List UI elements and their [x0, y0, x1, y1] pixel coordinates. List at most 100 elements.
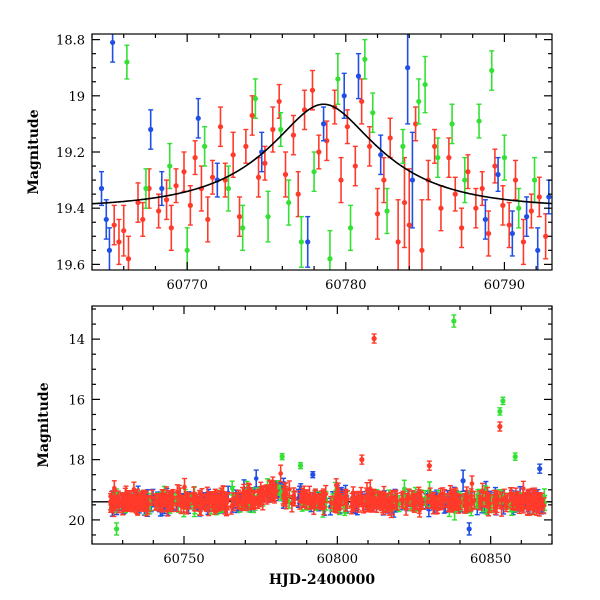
data-point-red [541, 497, 547, 515]
data-point [387, 135, 393, 141]
data-point [182, 484, 187, 490]
data-point [240, 225, 246, 231]
data-point-red [479, 170, 485, 207]
data-point [235, 497, 240, 502]
data-point-red [528, 193, 534, 229]
data-point-blue [524, 196, 530, 237]
data-point-blue [409, 131, 416, 229]
data-point-red [209, 159, 216, 195]
data-point [375, 496, 381, 502]
data-point-green [370, 92, 376, 134]
data-point [327, 256, 333, 262]
data-point [266, 492, 271, 498]
data-point [148, 126, 154, 133]
data-point-blue [103, 199, 109, 240]
data-point [143, 504, 149, 510]
data-point-red [352, 145, 358, 187]
data-point-red [464, 495, 470, 511]
data-point-red [350, 495, 356, 512]
bottom-data-points [107, 314, 548, 536]
data-point [399, 497, 404, 503]
data-point [352, 163, 358, 169]
data-point-red [344, 109, 350, 145]
data-point-green [240, 204, 246, 252]
data-point-red [295, 170, 301, 218]
data-point-red [506, 201, 512, 249]
data-point-red [236, 196, 243, 237]
data-point [355, 73, 362, 79]
data-point-blue [378, 134, 384, 176]
data-point [495, 171, 501, 178]
data-point-green [202, 126, 208, 167]
data-point [111, 222, 117, 228]
top-y-tick-label: 18.8 [56, 34, 85, 49]
data-point [449, 121, 455, 127]
data-point-red [512, 159, 519, 201]
data-point-blue [148, 109, 154, 150]
data-point-blue [106, 227, 113, 270]
data-point [524, 214, 530, 220]
data-point-blue [509, 210, 515, 257]
data-point-red [243, 128, 249, 164]
data-point-red [507, 487, 513, 501]
data-point [520, 239, 527, 245]
data-point-blue [110, 34, 116, 63]
data-point-red [255, 156, 262, 198]
data-point [311, 169, 317, 175]
data-point-green [278, 111, 284, 148]
data-point [362, 56, 368, 62]
data-point-red [297, 492, 303, 510]
data-point [381, 177, 387, 183]
data-point [506, 222, 512, 228]
data-point-blue [159, 170, 165, 207]
data-point [173, 183, 179, 189]
top-data-points [98, 34, 552, 270]
data-point-green [400, 128, 406, 164]
data-point [485, 230, 492, 237]
data-point [365, 498, 370, 504]
data-point [297, 498, 303, 504]
data-point-red [149, 489, 155, 506]
data-point [535, 247, 541, 253]
data-point-red [375, 490, 381, 509]
top-y-tick-label: 19.2 [56, 146, 85, 161]
data-point [450, 499, 455, 505]
data-point [139, 499, 145, 505]
data-point-green [298, 215, 304, 268]
data-point-green [124, 44, 130, 80]
data-point [181, 169, 187, 175]
data-point [116, 239, 122, 245]
data-point-red [217, 106, 224, 148]
data-point-red [412, 106, 419, 142]
data-point [401, 199, 408, 206]
data-point [209, 174, 216, 180]
data-point [473, 205, 479, 211]
data-point [205, 216, 211, 223]
data-point [316, 149, 322, 155]
data-point-red [111, 204, 117, 246]
data-point [390, 504, 395, 509]
data-point-blue [482, 199, 488, 240]
data-point-red [456, 493, 462, 510]
data-point-blue [535, 227, 541, 270]
data-point [305, 239, 311, 245]
data-point [456, 499, 462, 504]
data-point-red [432, 128, 438, 164]
data-point-red [401, 156, 408, 249]
data-point [476, 118, 482, 124]
data-point-green [489, 50, 495, 91]
data-point-red [381, 156, 387, 204]
top-x-tick-label: 60770 [166, 278, 207, 293]
data-point [324, 138, 330, 144]
data-point [501, 155, 508, 161]
data-point-red [498, 491, 504, 510]
data-point-red [477, 495, 483, 510]
data-point [252, 96, 258, 102]
data-point [202, 143, 208, 149]
data-point [400, 143, 406, 149]
data-point [516, 205, 522, 211]
data-point-green [347, 204, 354, 252]
data-point-red [112, 489, 118, 508]
data-point [255, 174, 262, 180]
